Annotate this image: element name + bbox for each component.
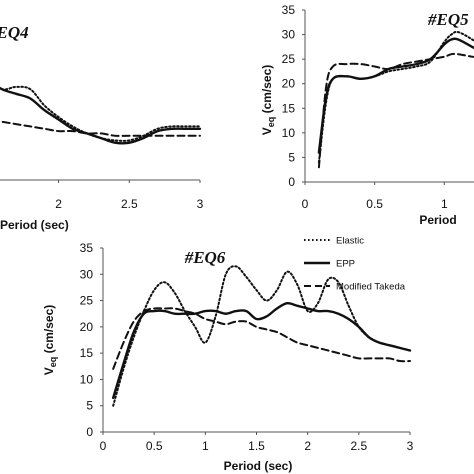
series-line-elastic: [0, 85, 201, 142]
y-tick-label: 0: [288, 175, 295, 189]
series-line-takeda: [0, 120, 201, 137]
series-line-takeda: [112, 307, 411, 370]
y-tick-label: 5: [288, 150, 295, 164]
y-tick-label: 30: [282, 28, 296, 42]
chart-title: #EQ5: [427, 10, 469, 29]
x-tick-label: 2.5: [350, 439, 367, 453]
series-line-elastic: [317, 30, 474, 164]
series-line-takeda: [317, 52, 474, 169]
x-axis-label: Period (sec): [0, 218, 69, 232]
y-tick-label: 15: [282, 101, 296, 115]
x-tick-label: 1: [202, 439, 209, 453]
series-line-epp: [0, 86, 202, 145]
y-tick-label: 0: [86, 425, 93, 439]
legend-label-takeda: Modified Takeda: [336, 282, 406, 293]
y-tick-label: 10: [80, 372, 94, 386]
series-group: [317, 30, 474, 169]
chart-title: #EQ6: [184, 248, 226, 267]
x-tick-label: 0.5: [146, 439, 163, 453]
y-tick-label: 35: [80, 241, 94, 255]
x-tick-label: 3: [407, 439, 414, 453]
x-tick-label: 0: [100, 439, 107, 453]
series-group: [112, 265, 412, 407]
legend: Elastic EPP Modified Takeda: [304, 236, 406, 293]
y-axis-label: Veq (cm/sec): [260, 65, 276, 136]
x-tick-label: 0.5: [366, 197, 383, 211]
y-tick-label: 20: [282, 77, 296, 91]
x-tick-label: 1: [441, 197, 448, 211]
x-tick-label: 2.5: [121, 197, 138, 211]
chart-title: #EQ4: [0, 23, 29, 42]
y-axis-label: Veq (cm/sec): [42, 305, 58, 376]
x-axis-label: Period: [419, 213, 456, 227]
x-tick-label: 1.5: [248, 439, 265, 453]
chart-eq6: 0 5 10 15 20 25 30 35 0 0.5 1 1.5 2 2.5 3 Period (sec) V…: [42, 236, 414, 474]
x-tick-label: 2: [55, 197, 62, 211]
y-tick-label: 5: [86, 399, 93, 413]
y-tick-label: 25: [282, 52, 296, 66]
x-tick-label: 0: [302, 197, 309, 211]
y-tick-label: 15: [80, 346, 94, 360]
y-tick-label: 30: [80, 267, 94, 281]
legend-label-epp: EPP: [336, 259, 355, 270]
series-line-epp: [112, 301, 412, 399]
x-tick-label: 3: [197, 197, 204, 211]
y-tick-label: 20: [80, 320, 94, 334]
x-axis-label: Period (sec): [224, 459, 293, 473]
series-group: [0, 85, 202, 145]
y-tick-label: 10: [282, 126, 296, 140]
legend-label-elastic: Elastic: [336, 236, 364, 247]
y-tick-label: 35: [282, 3, 296, 17]
x-tick-label: 2: [304, 439, 311, 453]
y-tick-label: 25: [80, 294, 94, 308]
series-line-epp: [317, 37, 474, 154]
